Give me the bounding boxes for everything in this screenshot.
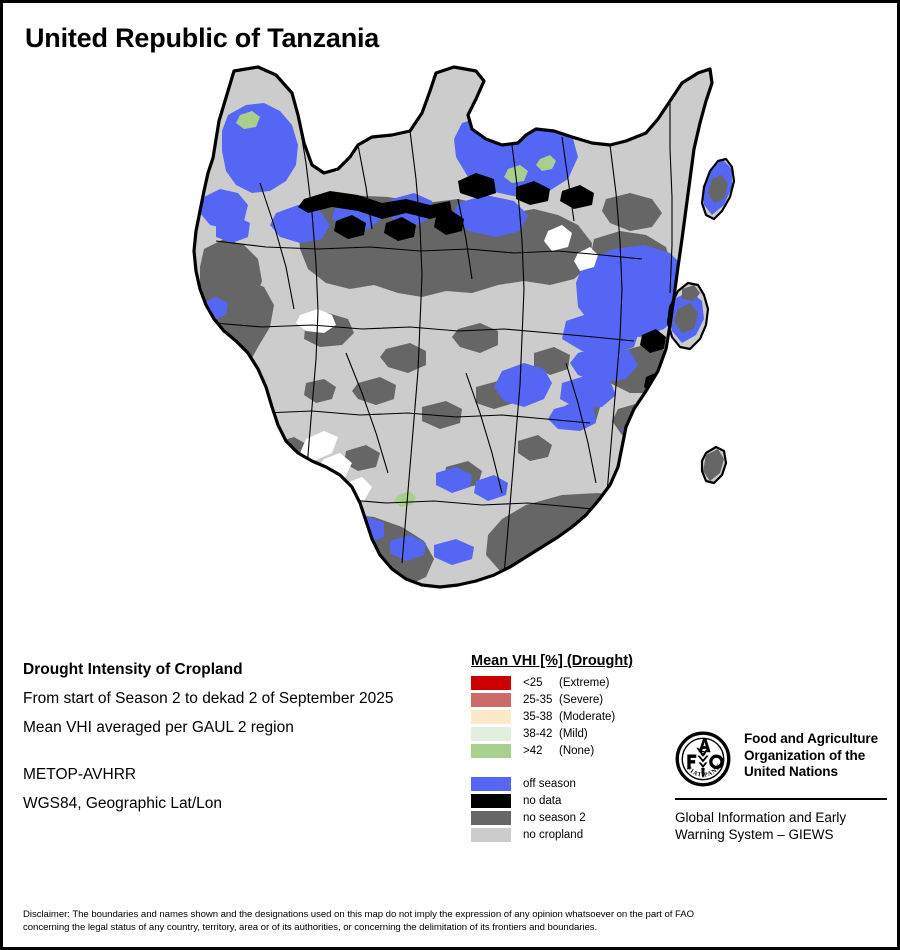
page-title: United Republic of Tanzania <box>25 23 380 53</box>
caption-sensor: METOP-AVHRR <box>23 766 137 783</box>
giews-name: Global Information and Early Warning Sys… <box>675 809 887 843</box>
legend-row-off-season: off season <box>471 775 671 792</box>
legend-label-mild: 38-42 (Mild) <box>523 727 588 740</box>
map-figure <box>6 53 897 643</box>
legend-row-severe: 25-35 (Severe) <box>471 691 671 708</box>
legend-swatch-no-season-2 <box>471 810 511 825</box>
legend-row-no-season-2: no season 2 <box>471 809 671 826</box>
caption-heading: Drought Intensity of Cropland <box>23 661 243 678</box>
caption-projection: WGS84, Geographic Lat/Lon <box>23 795 223 812</box>
fao-name-line-1: Food and Agriculture <box>744 731 878 746</box>
legend-swatch-mild <box>471 726 511 741</box>
legend-row-mild: 38-42 (Mild) <box>471 725 671 742</box>
legend-label-off-season: off season <box>523 777 576 790</box>
caption-period: From start of Season 2 to dekad 2 of Sep… <box>23 690 394 707</box>
fao-name-line-3: United Nations <box>744 764 838 779</box>
legend-swatch-moderate <box>471 709 511 724</box>
legend-label-no-cropland: no cropland <box>523 828 584 841</box>
fao-name-line-2: Organization of the <box>744 747 866 763</box>
legend-row-extreme: <25 (Extreme) <box>471 674 671 691</box>
disclaimer-line-1: Disclaimer: The boundaries and names sho… <box>23 909 695 920</box>
legend-label-severe: 25-35 (Severe) <box>523 693 604 706</box>
legend-spacer <box>471 759 671 775</box>
fao-emblem-icon: FIAT PANIS <box>675 731 731 787</box>
giews-line-1: Global Information and Early <box>675 810 847 825</box>
disclaimer: Disclaimer: The boundaries and names sho… <box>23 908 883 934</box>
island-outlines <box>666 157 736 485</box>
legend-swatch-extreme <box>471 675 511 690</box>
giews-line-2: Warning System – GIEWS <box>675 827 834 842</box>
legend-label-none: >42 (None) <box>523 744 595 757</box>
legend-row-none: >42 (None) <box>471 742 671 759</box>
legend-swatch-no-cropland <box>471 827 511 842</box>
legend-label-no-data: no data <box>523 794 562 807</box>
admin-boundaries <box>213 101 673 576</box>
caption-block: Drought Intensity of Cropland From start… <box>23 655 463 818</box>
fao-name: Food and Agriculture Organization of the… <box>744 731 878 781</box>
caption-spacer <box>23 742 463 760</box>
legend-label-no-season-2: no season 2 <box>523 811 586 824</box>
legend-label-moderate: 35-38 (Moderate) <box>523 710 616 723</box>
national-boundary <box>192 65 714 589</box>
disclaimer-line-2: concerning the legal status of any count… <box>23 922 598 933</box>
legend-title: Mean VHI [%] (Drought) <box>471 653 633 669</box>
legend-row-no-data: no data <box>471 792 671 809</box>
legend-swatch-severe <box>471 692 511 707</box>
legend-row-moderate: 35-38 (Moderate) <box>471 708 671 725</box>
legend-row-no-cropland: no cropland <box>471 826 671 843</box>
fao-header: FIAT PANIS Food and Agriculture Organiza… <box>675 731 887 787</box>
tanzania-map <box>192 65 736 589</box>
divider <box>675 798 887 800</box>
map-legend: Mean VHI [%] (Drought) <25 (Extreme) 25-… <box>471 653 671 843</box>
map-raster-layer <box>192 65 736 589</box>
organization-block: FIAT PANIS Food and Agriculture Organiza… <box>675 731 887 843</box>
legend-label-extreme: <25 (Extreme) <box>523 676 610 689</box>
legend-swatch-none <box>471 743 511 758</box>
legend-swatch-off-season <box>471 776 511 791</box>
caption-method: Mean VHI averaged per GAUL 2 region <box>23 719 294 736</box>
legend-swatch-no-data <box>471 793 511 808</box>
